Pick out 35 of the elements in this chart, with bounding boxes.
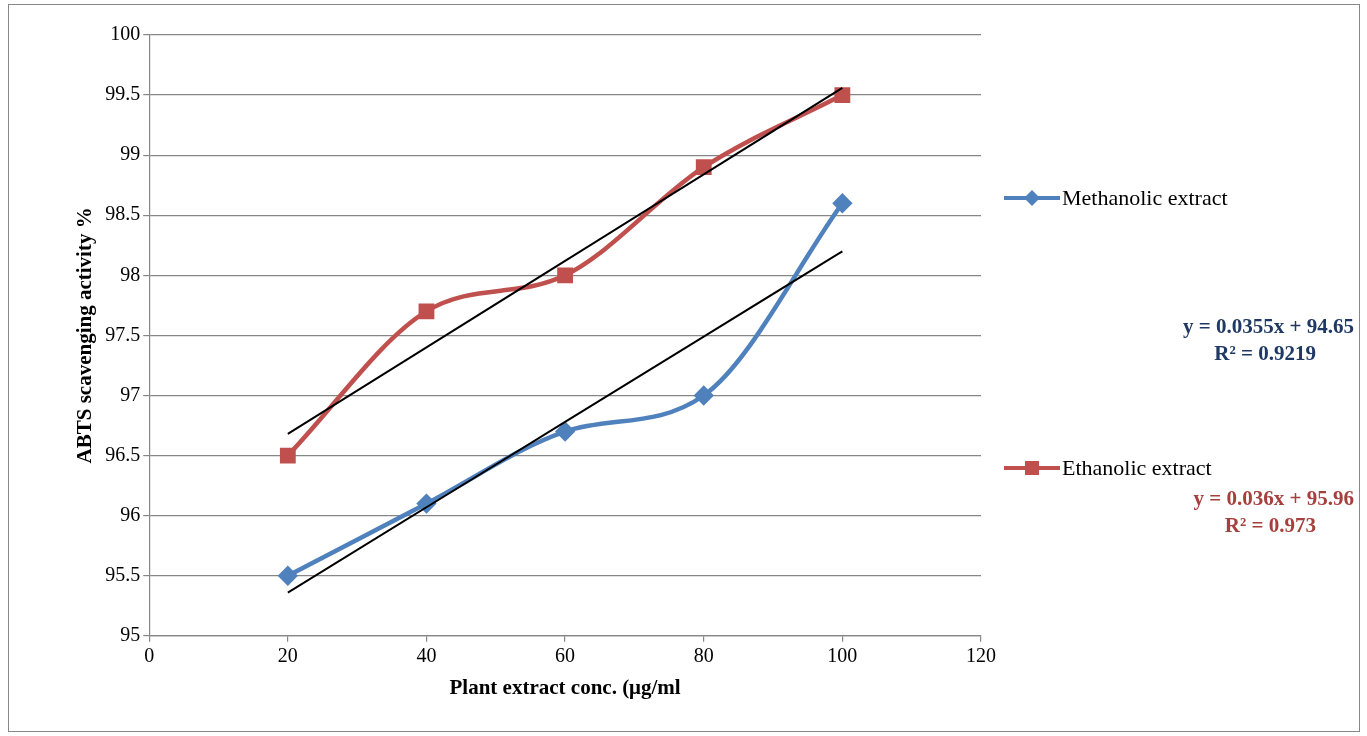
text: y = 0.036x + 95.96 [1193, 485, 1354, 512]
text: R² = 0.973 [1223, 512, 1317, 540]
x-tick-label: 120 [966, 644, 996, 667]
point [695, 159, 712, 176]
point [557, 267, 574, 284]
legend-label: Ethanolic extract [1062, 455, 1212, 481]
legend-label: Methanolic extract [1062, 185, 1228, 211]
text: R² = 0.9219 [1213, 340, 1317, 368]
x-tick-label: 60 [555, 644, 576, 667]
point [418, 303, 435, 320]
point [279, 447, 296, 464]
y-tick-label: 98 [120, 262, 141, 285]
x-axis-title: Plant extract conc. (μg/ml [449, 674, 681, 699]
y-tick-label: 95.5 [105, 562, 141, 585]
y-tick-label: 95 [120, 623, 141, 646]
x-tick-label: 20 [277, 644, 298, 667]
point [834, 87, 851, 103]
y-tick-label: 99 [120, 142, 141, 165]
point [278, 566, 298, 585]
text: y = 0.0355x + 94.65 [1183, 313, 1354, 340]
y-axis-title: ABTS scavenging activity % [72, 207, 97, 464]
point [555, 422, 575, 441]
y-tick-label: 98.5 [105, 202, 141, 225]
point [833, 193, 852, 213]
y-tick-label: 96 [120, 502, 141, 525]
y-tick-label: 100 [110, 22, 141, 45]
x-tick-label: 0 [144, 644, 155, 667]
y-tick-label: 97 [120, 382, 141, 405]
point [694, 386, 713, 405]
y-tick-label: 99.5 [105, 82, 141, 105]
y-tick-label: 96.5 [105, 442, 141, 465]
y-tick-label: 97.5 [105, 322, 141, 345]
x-tick-label: 80 [693, 644, 714, 667]
x-tick-label: 100 [827, 644, 858, 667]
x-tick-label: 40 [416, 644, 437, 667]
